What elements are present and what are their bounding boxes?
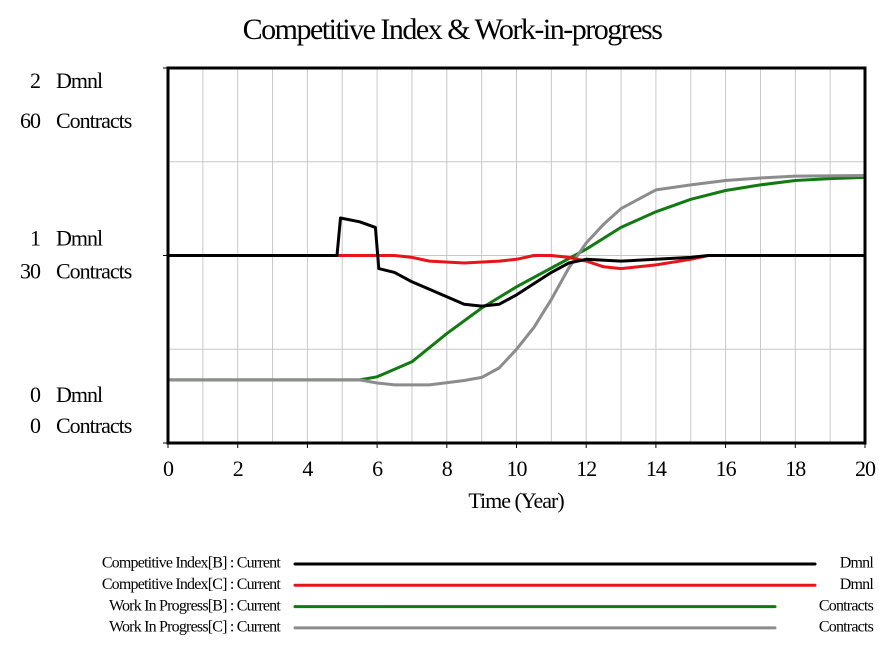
x-tick-label: 4: [302, 456, 313, 481]
x-axis-label: Time (Year): [468, 488, 564, 513]
legend-unit: Dmnl: [840, 576, 875, 593]
y-unit: Dmnl: [56, 68, 103, 93]
legend-unit: Contracts: [819, 597, 874, 614]
y-tick-label: 1: [30, 226, 40, 251]
legend-unit: Contracts: [819, 619, 874, 636]
y2-unit: Contracts: [56, 108, 132, 133]
y2-tick-label: 30: [20, 259, 41, 284]
x-tick-label: 6: [372, 456, 383, 481]
legend-label: Work In Progress[B] : Current: [109, 597, 281, 614]
series-line: [168, 254, 865, 271]
series-line: [168, 175, 866, 382]
series-line: [168, 174, 866, 387]
y2-tick-label: 0: [30, 413, 41, 438]
x-tick-label: 2: [233, 456, 243, 481]
legend-label: Work In Progress[C] : Current: [109, 619, 281, 636]
chart-title: Competitive Index & Work-in-progress: [243, 13, 663, 46]
x-tick-label: 20: [855, 456, 876, 481]
x-tick-label: 12: [576, 456, 596, 481]
y-tick-label: 2: [30, 68, 40, 93]
plot-border: [166, 66, 867, 445]
y2-unit: Contracts: [56, 259, 132, 284]
y-tick-label: 0: [30, 382, 41, 407]
y2-unit: Contracts: [56, 413, 132, 438]
y-unit: Dmnl: [56, 382, 103, 407]
x-tick-label: 14: [646, 456, 667, 481]
x-tick-label: 8: [442, 456, 453, 481]
y2-tick-label: 60: [20, 108, 41, 133]
y-unit: Dmnl: [56, 226, 103, 251]
x-tick-label: 0: [163, 456, 174, 481]
legend-unit: Dmnl: [840, 555, 875, 572]
x-tick-label: 18: [785, 456, 806, 481]
series-line: [168, 216, 865, 308]
legend-label: Competitive Index[C] : Current: [102, 576, 282, 593]
x-tick-label: 16: [716, 456, 737, 481]
x-tick-label: 10: [507, 456, 528, 481]
legend-label: Competitive Index[B] : Current: [102, 555, 282, 572]
